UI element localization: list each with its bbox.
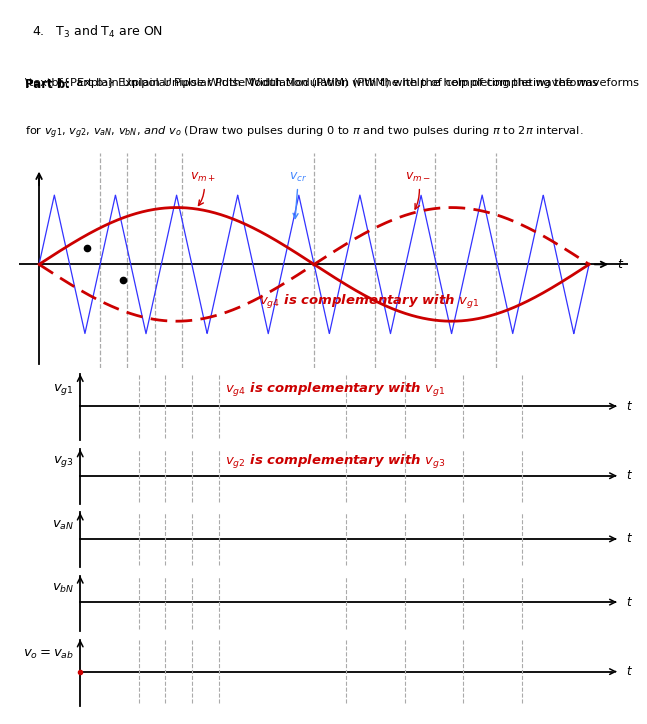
Text: $v_{aN}$: $v_{aN}$ [52, 518, 74, 531]
Text: $v_{g3}$: $v_{g3}$ [53, 455, 74, 469]
Text: $v_{bN}$: $v_{bN}$ [52, 581, 74, 594]
Text: for $v_{g1}$, $v_{g2}$, $v_{aN}$, $v_{bN}$, $\mathit{and}$ $v_o$ (Draw two pulse: for $v_{g1}$, $v_{g2}$, $v_{aN}$, $v_{bN… [25, 125, 584, 141]
Text: $t$: $t$ [617, 258, 624, 271]
Text: $v_{g2}$ is complementary with $v_{g3}$: $v_{g2}$ is complementary with $v_{g3}$ [225, 452, 446, 471]
Text: $v_{g4}$ is complementary with $v_{g1}$: $v_{g4}$ is complementary with $v_{g1}$ [259, 292, 479, 311]
Text: $t$: $t$ [626, 469, 633, 482]
Text: $v_{m-}$: $v_{m-}$ [405, 171, 431, 209]
Text: Explain Unipolar Pulse Width Modulation (PWM) with the help of completing the wa: Explain Unipolar Pulse Width Modulation … [77, 77, 598, 88]
Text: $v_{g4}$ is complementary with $v_{g1}$: $v_{g4}$ is complementary with $v_{g1}$ [225, 381, 446, 398]
Text: $v_{cr}$: $v_{cr}$ [289, 171, 307, 219]
Text: 4.   T$_3$ and T$_4$ are ON: 4. T$_3$ and T$_4$ are ON [32, 24, 162, 40]
Text: $v_{m+}$: $v_{m+}$ [190, 171, 216, 206]
Text: $t$: $t$ [626, 596, 633, 609]
Text: $t$: $t$ [626, 665, 633, 678]
Text: $t$: $t$ [626, 400, 633, 413]
Text: $t$: $t$ [626, 532, 633, 545]
Text: $v_{g1}$: $v_{g1}$ [54, 382, 74, 397]
Text: Part b:: Part b: [25, 77, 71, 90]
Text: $v_o = v_{ab}$: $v_o = v_{ab}$ [23, 649, 74, 662]
Text: \textbf{Part b:} Explain Unipolar Pulse Width Modulation (PWM) with the help of : \textbf{Part b:} Explain Unipolar Pulse … [25, 77, 639, 88]
